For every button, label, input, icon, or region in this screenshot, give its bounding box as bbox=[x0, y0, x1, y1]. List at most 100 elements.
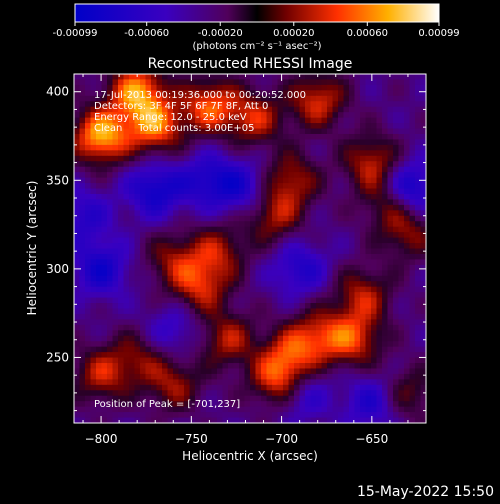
heatmap-pixel bbox=[332, 259, 339, 266]
heatmap-pixel bbox=[178, 297, 185, 304]
heatmap-pixel bbox=[195, 139, 201, 146]
heatmap-pixel bbox=[393, 226, 399, 233]
heatmap-pixel bbox=[343, 183, 350, 189]
heatmap-pixel bbox=[415, 313, 421, 320]
heatmap-pixel bbox=[321, 352, 328, 358]
heatmap-pixel bbox=[244, 226, 251, 233]
heatmap-pixel bbox=[420, 308, 426, 315]
heatmap-pixel bbox=[420, 112, 426, 119]
heatmap-pixel bbox=[151, 117, 157, 124]
heatmap-pixel bbox=[162, 232, 168, 238]
heatmap-pixel bbox=[173, 172, 179, 179]
heatmap-pixel bbox=[195, 90, 201, 97]
heatmap-pixel bbox=[74, 221, 80, 228]
heatmap-pixel bbox=[321, 193, 328, 200]
heatmap-pixel bbox=[195, 373, 201, 380]
heatmap-pixel bbox=[195, 297, 201, 304]
heatmap-pixel bbox=[398, 292, 405, 298]
heatmap-pixel bbox=[261, 357, 267, 364]
heatmap-pixel bbox=[338, 275, 344, 282]
heatmap-pixel bbox=[239, 406, 245, 413]
heatmap-pixel bbox=[277, 183, 284, 189]
heatmap-pixel bbox=[255, 373, 262, 380]
heatmap-pixel bbox=[371, 297, 377, 304]
heatmap-pixel bbox=[288, 324, 295, 331]
heatmap-pixel bbox=[382, 253, 388, 260]
heatmap-pixel bbox=[266, 368, 273, 375]
heatmap-pixel bbox=[101, 390, 108, 397]
heatmap-pixel bbox=[162, 112, 168, 119]
heatmap-pixel bbox=[354, 401, 361, 408]
heatmap-pixel bbox=[217, 188, 223, 195]
heatmap-pixel bbox=[112, 237, 119, 244]
heatmap-pixel bbox=[85, 139, 91, 146]
heatmap-pixel bbox=[409, 384, 416, 391]
heatmap-pixel bbox=[387, 286, 394, 293]
heatmap-pixel bbox=[387, 101, 394, 108]
heatmap-pixel bbox=[376, 281, 383, 288]
heatmap-pixel bbox=[316, 313, 322, 320]
heatmap-pixel bbox=[228, 232, 234, 238]
heatmap-pixel bbox=[129, 308, 135, 315]
heatmap-pixel bbox=[112, 226, 119, 233]
heatmap-pixel bbox=[365, 297, 372, 304]
heatmap-pixel bbox=[178, 259, 185, 266]
heatmap-pixel bbox=[118, 84, 124, 91]
heatmap-pixel bbox=[195, 330, 201, 337]
heatmap-pixel bbox=[184, 324, 190, 331]
heatmap-pixel bbox=[101, 237, 108, 244]
heatmap-pixel bbox=[415, 144, 421, 151]
heatmap-pixel bbox=[233, 281, 240, 288]
heatmap-pixel bbox=[360, 281, 366, 288]
heatmap-pixel bbox=[327, 221, 333, 228]
heatmap-pixel bbox=[332, 84, 339, 91]
heatmap-pixel bbox=[288, 286, 295, 293]
heatmap-pixel bbox=[349, 281, 355, 288]
heatmap-pixel bbox=[255, 292, 262, 298]
heatmap-pixel bbox=[272, 183, 278, 189]
heatmap-pixel bbox=[349, 330, 355, 337]
heatmap-pixel bbox=[365, 319, 372, 326]
heatmap-pixel bbox=[74, 395, 80, 402]
heatmap-pixel bbox=[382, 395, 388, 402]
heatmap-pixel bbox=[184, 215, 190, 222]
heatmap-pixel bbox=[261, 275, 267, 282]
heatmap-pixel bbox=[250, 226, 256, 233]
heatmap-pixel bbox=[376, 275, 383, 282]
heatmap-pixel bbox=[90, 123, 97, 129]
heatmap-pixel bbox=[228, 204, 234, 211]
heatmap-pixel bbox=[354, 248, 361, 255]
heatmap-pixel bbox=[387, 112, 394, 119]
heatmap-pixel bbox=[200, 253, 207, 260]
heatmap-pixel bbox=[349, 363, 355, 369]
heatmap-pixel bbox=[200, 352, 207, 358]
heatmap-pixel bbox=[118, 412, 124, 418]
heatmap-pixel bbox=[288, 384, 295, 391]
heatmap-pixel bbox=[288, 193, 295, 200]
heatmap-pixel bbox=[371, 281, 377, 288]
heatmap-pixel bbox=[299, 319, 306, 326]
heatmap-pixel bbox=[123, 133, 130, 140]
heatmap-pixel bbox=[404, 352, 410, 358]
heatmap-pixel bbox=[178, 188, 185, 195]
heatmap-pixel bbox=[145, 308, 152, 315]
heatmap-pixel bbox=[420, 363, 426, 369]
heatmap-pixel bbox=[217, 363, 223, 369]
heatmap-pixel bbox=[85, 335, 91, 342]
heatmap-pixel bbox=[195, 395, 201, 402]
heatmap-pixel bbox=[365, 106, 372, 113]
heatmap-pixel bbox=[85, 150, 91, 157]
heatmap-pixel bbox=[393, 275, 399, 282]
heatmap-pixel bbox=[371, 166, 377, 173]
heatmap-pixel bbox=[349, 308, 355, 315]
heatmap-pixel bbox=[404, 319, 410, 326]
heatmap-pixel bbox=[206, 144, 212, 151]
heatmap-pixel bbox=[382, 308, 388, 315]
heatmap-pixel bbox=[151, 221, 157, 228]
heatmap-pixel bbox=[349, 221, 355, 228]
heatmap-pixel bbox=[134, 292, 141, 298]
heatmap-pixel bbox=[90, 90, 97, 97]
heatmap-pixel bbox=[189, 401, 196, 408]
heatmap-pixel bbox=[145, 133, 152, 140]
